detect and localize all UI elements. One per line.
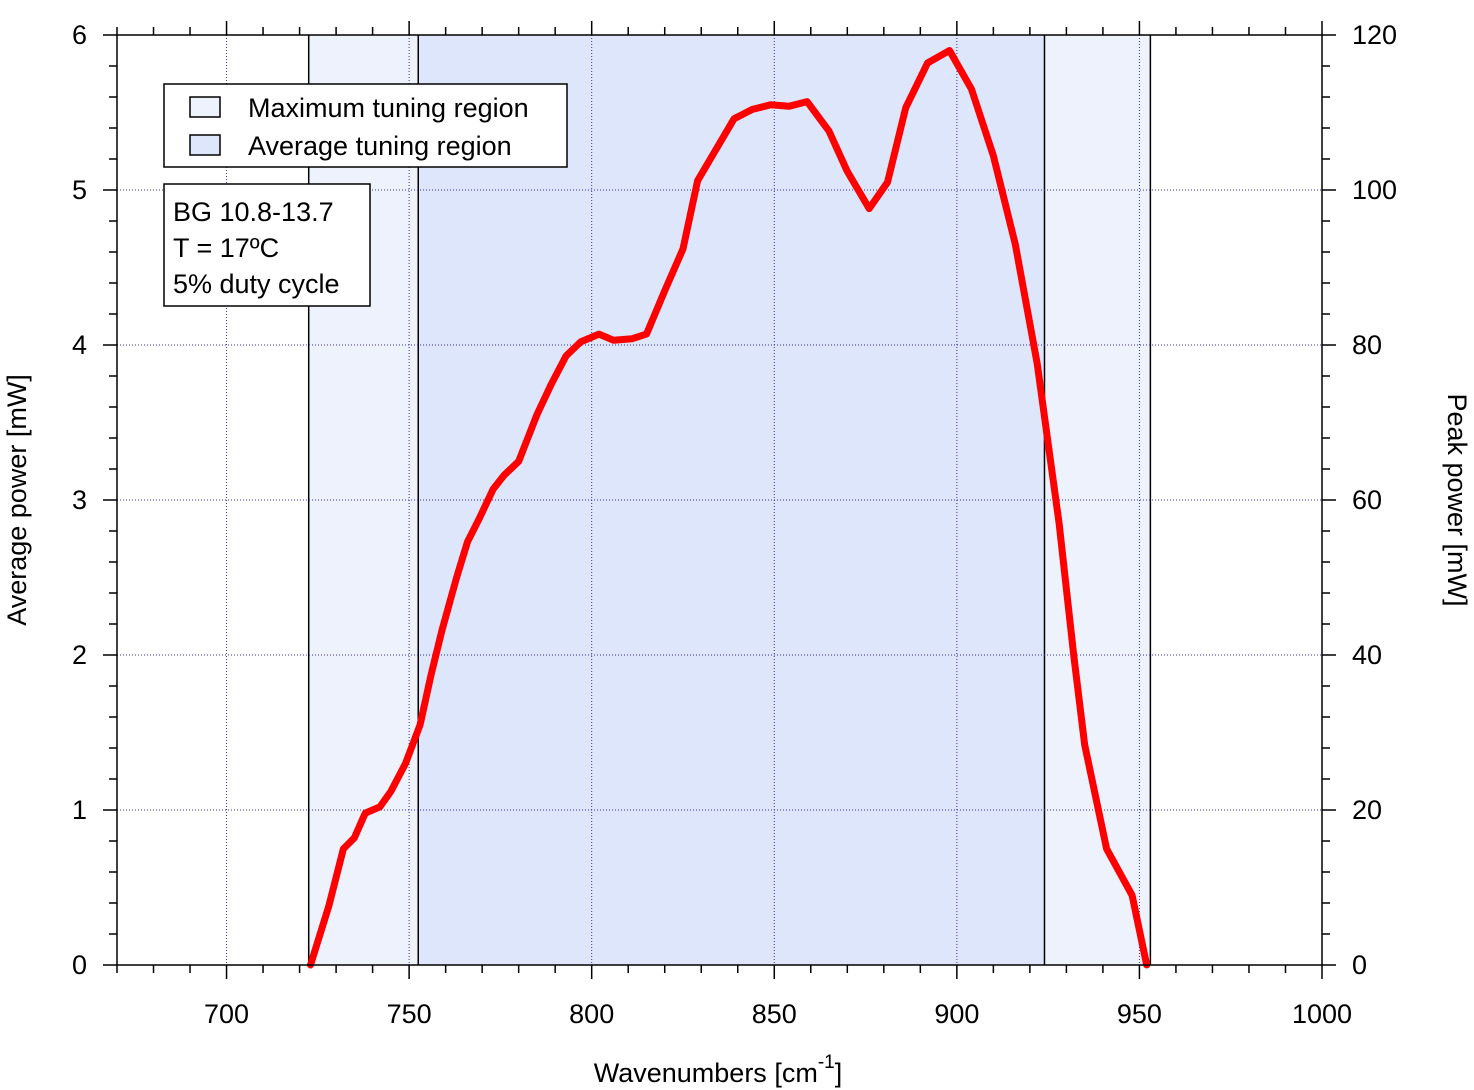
y-tick-label-1: 1 bbox=[72, 795, 87, 825]
series-line-0 bbox=[307, 47, 1151, 969]
info-line-device: BG 10.8-13.7 bbox=[173, 197, 334, 227]
y-tick-label-4: 4 bbox=[72, 330, 87, 360]
legend-frame bbox=[163, 83, 568, 168]
x-tick-label-1000: 1000 bbox=[1292, 999, 1352, 1029]
x-tick-label-950: 950 bbox=[1117, 999, 1162, 1029]
y2-tick-label-40: 40 bbox=[1352, 640, 1382, 670]
x-axis-title: Wavenumbers [cm-1] bbox=[594, 1052, 842, 1088]
y-tick-label-3: 3 bbox=[72, 485, 87, 515]
y-axis-title: Average power [mW] bbox=[2, 374, 32, 626]
y-tick-label-0: 0 bbox=[72, 950, 87, 980]
legend-label-maximum: Maximum tuning region bbox=[248, 93, 529, 123]
series bbox=[307, 47, 1151, 969]
info-box-frame bbox=[163, 183, 371, 307]
tuning-region-1 bbox=[418, 35, 1045, 965]
x-tick-label-900: 900 bbox=[934, 999, 979, 1029]
legend-label-average: Average tuning region bbox=[248, 131, 512, 161]
y2-tick-label-100: 100 bbox=[1352, 175, 1397, 205]
y2-tick-label-80: 80 bbox=[1352, 330, 1382, 360]
y2-tick-label-60: 60 bbox=[1352, 485, 1382, 515]
legend: Maximum tuning region Average tuning reg… bbox=[163, 83, 568, 168]
axis-ticks: 700 750 800 850 900 950 1000012345602040608010… bbox=[72, 20, 1397, 1029]
x-tick-label-850: 850 bbox=[752, 999, 797, 1029]
info-line-temperature: T = 17ºC bbox=[173, 233, 279, 263]
y2-tick-label-20: 20 bbox=[1352, 795, 1382, 825]
y-tick-label-5: 5 bbox=[72, 175, 87, 205]
y-tick-label-2: 2 bbox=[72, 640, 87, 670]
x-tick-label-800: 800 bbox=[569, 999, 614, 1029]
info-line-duty-cycle: 5% duty cycle bbox=[173, 269, 340, 299]
y-tick-label-6: 6 bbox=[72, 20, 87, 50]
legend-swatch-maximum bbox=[189, 96, 221, 118]
x-tick-label-700: 700 bbox=[204, 999, 249, 1029]
y2-tick-label-0: 0 bbox=[1352, 950, 1367, 980]
y2-tick-label-120: 120 bbox=[1352, 20, 1397, 50]
x-tick-label-750: 750 bbox=[387, 999, 432, 1029]
legend-swatch-average bbox=[189, 134, 221, 156]
grid bbox=[117, 35, 1322, 965]
y2-axis-title: Peak power [mW] bbox=[1442, 393, 1472, 606]
info-box: BG 10.8-13.7 T = 17ºC 5% duty cycle bbox=[163, 183, 371, 307]
